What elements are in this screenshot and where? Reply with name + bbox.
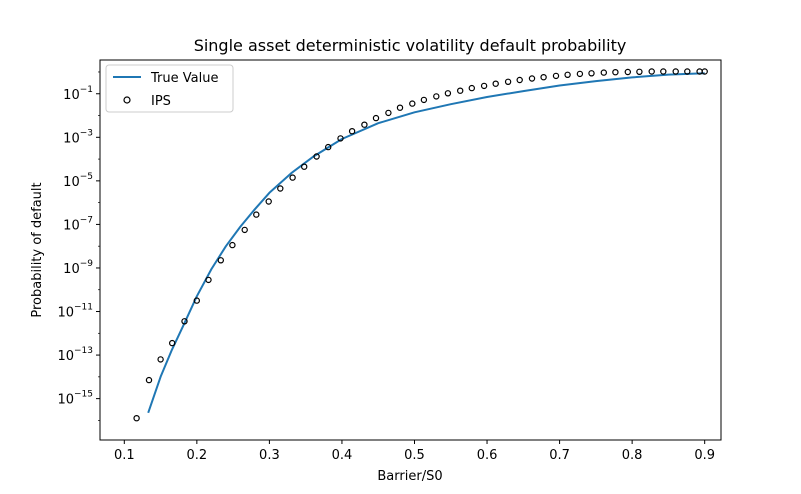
scatter-point-ips: [636, 68, 643, 76]
scatter-point-ips: [361, 121, 368, 128]
x-tick-label: 0.9: [694, 448, 715, 463]
scatter-point-ips: [409, 100, 416, 107]
scatter-point-ips: [253, 211, 260, 218]
scatter-point-ips: [181, 318, 188, 325]
scatter-point-ips: [684, 68, 691, 75]
x-tick-label: 0.5: [404, 448, 425, 463]
scatter-point-ips: [313, 153, 320, 160]
y-tick-exponent: −5: [80, 172, 93, 182]
y-tick-label: 10−3: [63, 128, 93, 146]
legend-label-true-value: True Value: [150, 71, 218, 86]
y-tick-exponent: −9: [80, 259, 94, 269]
y-tick-base: 10: [63, 175, 80, 190]
scatter-point-ips: [265, 198, 272, 205]
scatter-point-ips: [385, 109, 392, 117]
scatter-point-ips: [612, 68, 619, 76]
scatter-point-ips: [193, 297, 200, 304]
scatter-point-ips: [133, 415, 140, 422]
y-tick-label: 10−5: [63, 172, 93, 190]
scatter-point-ips: [145, 376, 153, 384]
scatter-point-ips: [672, 68, 679, 75]
scatter-point-ips: [504, 78, 512, 86]
plot-area: [133, 68, 708, 422]
y-tick-label: 10−13: [57, 346, 93, 364]
scatter-point-ips: [540, 73, 547, 81]
scatter-point-ips: [420, 96, 428, 104]
x-tick-label: 0.8: [622, 448, 643, 463]
y-tick-exponent: −11: [74, 303, 93, 313]
y-tick-exponent: −3: [80, 128, 93, 138]
y-tick-label: 10−9: [63, 259, 93, 277]
scatter-point-ips: [168, 339, 176, 347]
scatter-point-ips: [648, 68, 655, 75]
scatter-point-ips: [277, 185, 284, 192]
y-tick-base: 10: [57, 306, 74, 321]
scatter-point-ips: [600, 69, 608, 76]
scatter-point-ips: [588, 70, 595, 77]
y-tick-label: 10−1: [63, 85, 93, 103]
scatter-point-ips: [660, 68, 667, 75]
scatter-point-ips: [372, 114, 380, 122]
x-tick-label: 0.7: [549, 448, 570, 463]
y-tick-base: 10: [57, 393, 74, 408]
scatter-point-ips: [516, 76, 523, 84]
chart-title: Single asset deterministic volatility de…: [194, 36, 627, 55]
x-tick-label: 0.1: [114, 448, 135, 463]
scatter-point-ips: [624, 68, 632, 76]
y-tick-base: 10: [63, 218, 80, 233]
scatter-point-ips: [444, 90, 452, 97]
scatter-point-ips: [457, 87, 464, 94]
y-tick-exponent: −7: [80, 215, 93, 225]
y-tick-label: 10−11: [57, 303, 93, 321]
scatter-point-ips: [301, 163, 308, 170]
legend-label-ips: IPS: [151, 94, 171, 109]
scatter-point-ips: [229, 241, 236, 249]
y-tick-exponent: −13: [74, 346, 93, 356]
scatter-point-ips: [396, 104, 404, 111]
legend-marker-swatch: [123, 96, 131, 104]
scatter-point-ips: [468, 84, 475, 92]
y-tick-label: 10−7: [63, 215, 93, 233]
scatter-point-ips: [576, 70, 584, 78]
x-axis-ticks: 0.1 0.2 0.3 0.4 0.5 0.6 0.7 0.8 0.9: [114, 440, 715, 463]
scatter-point-ips: [241, 226, 248, 234]
scatter-point-ips: [325, 143, 332, 151]
scatter-point-ips: [564, 71, 571, 79]
scatter-point-ips: [289, 174, 296, 181]
scatter-point-ips: [528, 75, 536, 82]
y-axis-label: Probability of default: [30, 182, 45, 317]
scatter-point-ips: [205, 276, 212, 284]
x-tick-label: 0.6: [477, 448, 498, 463]
scatter-point-ips: [480, 82, 488, 90]
legend: True Value IPS: [105, 64, 234, 113]
y-tick-base: 10: [63, 131, 80, 146]
scatter-point-ips: [492, 80, 499, 87]
scatter-point-ips: [157, 356, 164, 363]
series-line-true-value: [147, 72, 705, 414]
x-tick-label: 0.2: [187, 448, 208, 463]
y-tick-exponent: −15: [74, 390, 93, 400]
y-tick-label: 10−15: [57, 390, 93, 408]
x-tick-label: 0.3: [259, 448, 280, 463]
y-tick-base: 10: [63, 88, 80, 103]
scatter-point-ips: [433, 93, 440, 100]
x-axis-label: Barrier/S0: [377, 469, 442, 484]
scatter-point-ips: [552, 72, 560, 80]
scatter-point-ips: [348, 127, 356, 135]
scatter-point-ips: [217, 257, 224, 264]
y-tick-base: 10: [57, 349, 74, 364]
scatter-point-ips: [337, 135, 344, 142]
y-tick-base: 10: [63, 262, 80, 277]
y-tick-exponent: −1: [80, 85, 93, 95]
scatter-point-ips: [701, 68, 708, 75]
axes-frame: [99, 59, 722, 441]
x-tick-label: 0.4: [332, 448, 353, 463]
